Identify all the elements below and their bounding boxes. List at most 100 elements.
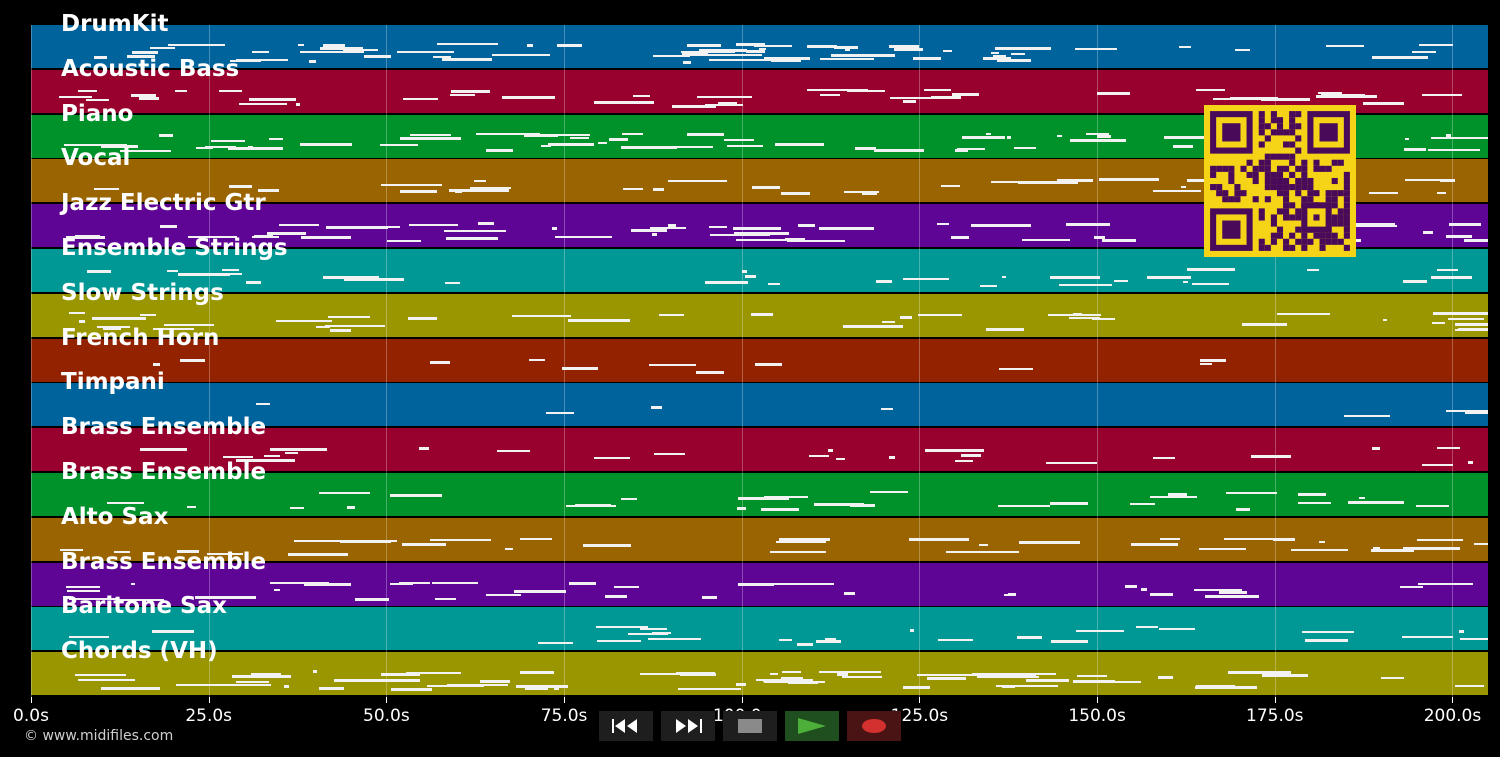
midi-note	[334, 679, 386, 683]
track-lane[interactable]	[31, 383, 1488, 427]
midi-note	[961, 136, 1005, 140]
tick-mark	[208, 697, 210, 703]
fast-forward-icon	[676, 719, 702, 733]
midi-note	[807, 45, 837, 49]
midi-note	[164, 323, 215, 326]
midi-note	[446, 683, 508, 686]
midi-note	[1405, 138, 1410, 141]
midi-note	[1199, 547, 1246, 550]
fast-forward-button[interactable]	[661, 711, 715, 741]
grid-line	[1274, 25, 1276, 697]
midi-note	[945, 550, 1010, 553]
midi-note	[1460, 637, 1488, 640]
midi-note	[1096, 91, 1131, 95]
midi-note	[167, 270, 178, 273]
midi-note	[769, 672, 778, 675]
midi-note	[552, 226, 558, 230]
play-button[interactable]	[785, 711, 839, 741]
midi-note	[1418, 43, 1454, 46]
midi-note	[1149, 593, 1174, 597]
midi-note	[776, 541, 827, 544]
track-label: Vocal	[61, 145, 131, 172]
midi-note	[94, 187, 119, 190]
midi-note	[1196, 89, 1226, 92]
midi-note	[1370, 549, 1414, 553]
midi-note	[1149, 495, 1198, 498]
midi-note	[649, 226, 687, 229]
midi-note	[86, 98, 109, 101]
midi-note	[698, 49, 747, 53]
midi-note	[632, 94, 651, 97]
midi-note	[745, 50, 765, 54]
midi-note	[294, 539, 325, 542]
midi-note	[1430, 275, 1472, 279]
midi-note	[647, 637, 702, 640]
record-button[interactable]	[847, 711, 901, 741]
midi-note	[319, 491, 371, 494]
stop-icon	[738, 719, 762, 733]
track-lane[interactable]	[31, 607, 1488, 651]
stop-button[interactable]	[723, 711, 777, 741]
midi-note	[350, 539, 398, 542]
midi-note	[1200, 362, 1212, 365]
midi-note	[1431, 322, 1446, 325]
midi-note	[955, 460, 974, 463]
tick-label: 125.0s	[890, 706, 949, 726]
midi-note	[283, 684, 289, 688]
midi-note	[101, 686, 160, 690]
midi-note	[477, 222, 495, 226]
midi-note	[230, 60, 261, 63]
midi-note	[1402, 279, 1427, 283]
track-lane[interactable]	[31, 338, 1488, 382]
midi-note	[529, 358, 545, 361]
midi-note	[943, 50, 953, 53]
midi-note	[1168, 493, 1188, 497]
midi-note	[605, 595, 627, 599]
midi-note	[844, 48, 851, 51]
midi-note	[152, 630, 194, 634]
grid-line	[208, 25, 210, 697]
midi-note	[825, 638, 837, 641]
midi-note	[1098, 178, 1159, 181]
midi-note	[652, 232, 657, 236]
midi-note	[735, 683, 747, 687]
midi-note	[916, 674, 975, 676]
midi-note	[1141, 587, 1147, 591]
midi-note	[450, 90, 490, 94]
midi-note	[263, 455, 281, 457]
midi-note	[227, 272, 243, 275]
midi-note	[1402, 546, 1461, 550]
midi-note	[289, 506, 305, 509]
midi-note	[622, 132, 644, 135]
track-label: Slow Strings	[61, 279, 224, 306]
midi-note	[952, 93, 979, 97]
midi-note	[836, 673, 848, 677]
midi-note	[909, 628, 914, 632]
midi-note	[705, 53, 762, 56]
midi-note	[1180, 185, 1187, 188]
midi-note	[994, 47, 1051, 51]
midi-note	[819, 94, 841, 96]
midi-note	[595, 626, 649, 629]
midi-note	[228, 185, 252, 189]
midi-note	[653, 453, 686, 456]
midi-note	[955, 148, 969, 152]
midi-note	[209, 683, 272, 686]
midi-note	[140, 448, 188, 452]
midi-note	[1448, 318, 1484, 321]
piano-roll[interactable]	[31, 25, 1488, 697]
midi-note	[960, 454, 982, 458]
midi-note	[1213, 97, 1254, 100]
midi-note	[902, 277, 950, 280]
midi-note	[745, 275, 756, 279]
midi-note	[814, 502, 864, 506]
midi-note	[497, 450, 530, 453]
midi-note	[1421, 93, 1463, 96]
midi-note	[998, 367, 1033, 370]
rewind-button[interactable]	[599, 711, 653, 741]
midi-note	[410, 133, 444, 136]
midi-note	[705, 104, 743, 106]
midi-note	[436, 43, 499, 46]
midi-note	[640, 672, 699, 675]
midi-note	[402, 98, 439, 101]
